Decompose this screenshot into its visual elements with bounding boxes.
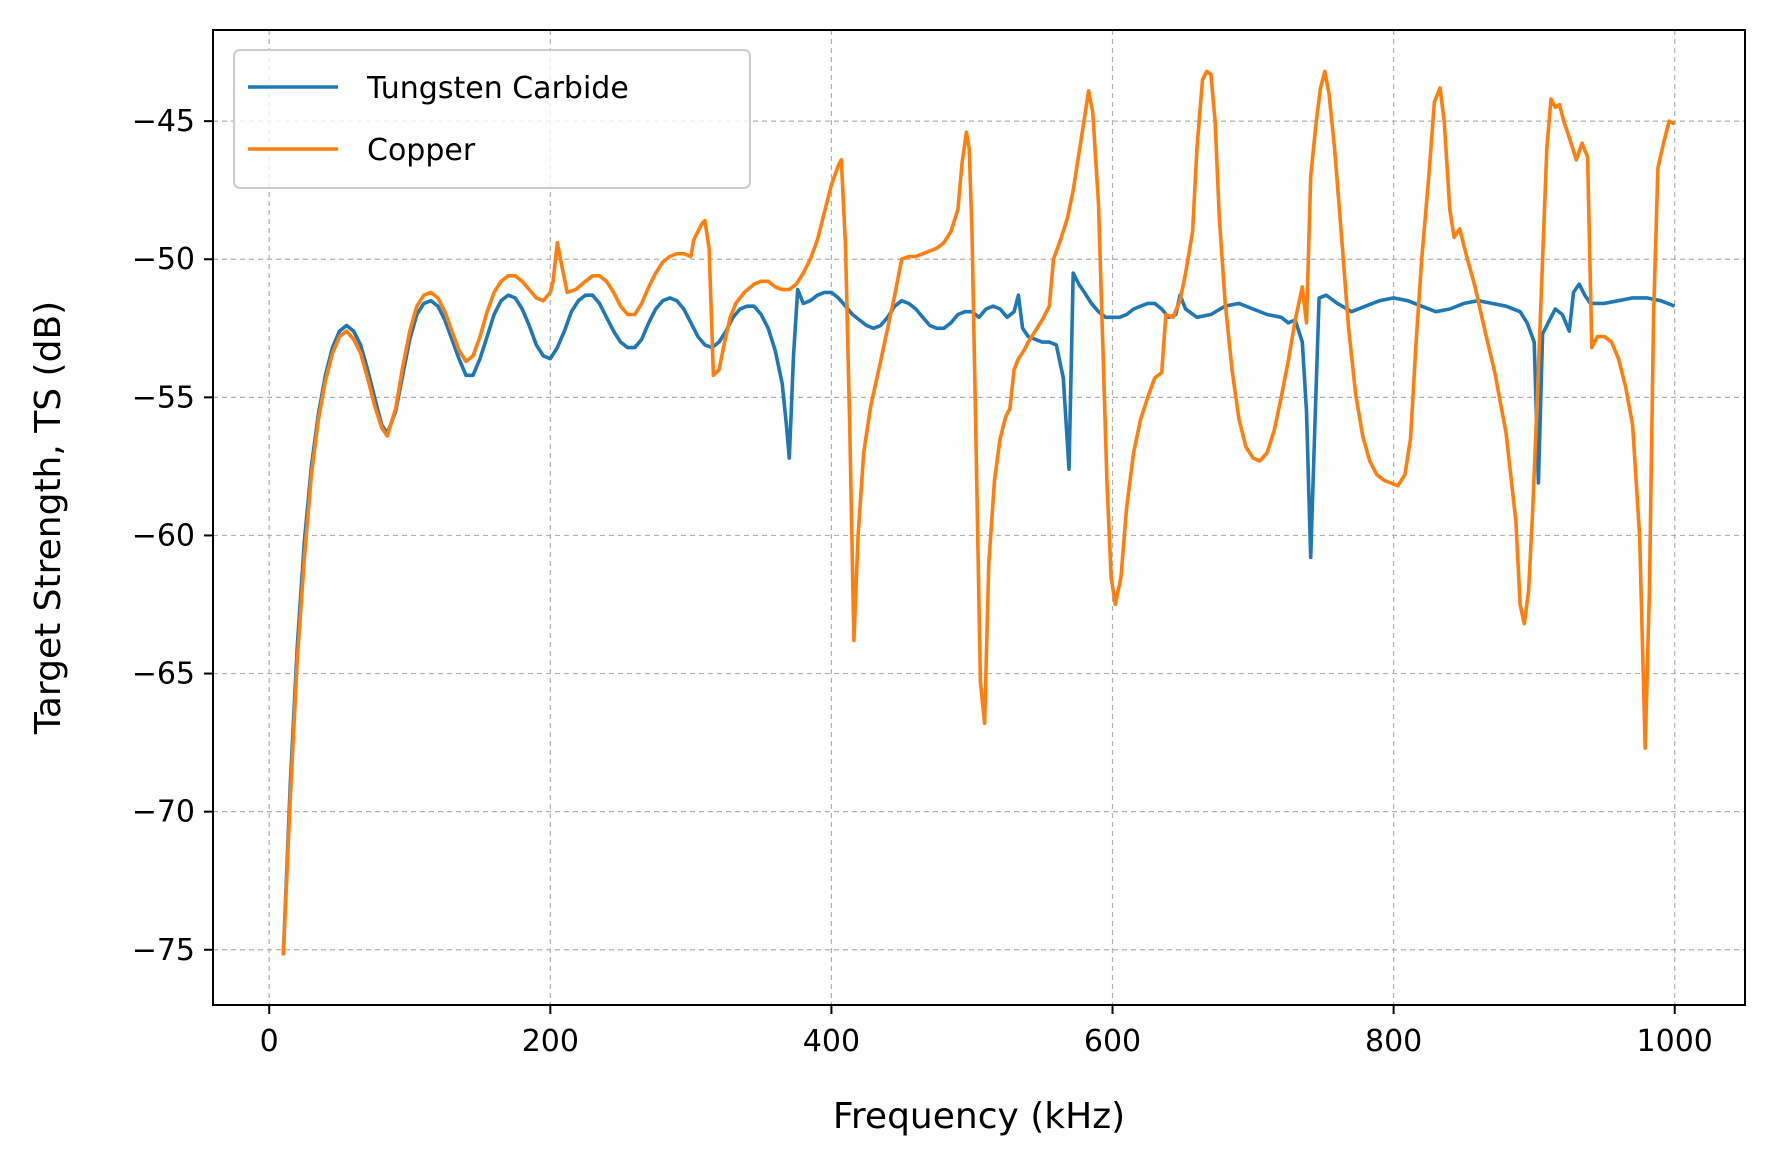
x-tick-label: 0 [260,1024,279,1059]
x-tick-label: 800 [1365,1024,1422,1059]
series-layer [281,69,1676,956]
legend-entry: Copper [367,133,476,168]
y-tick-label: −75 [132,933,195,968]
y-tick-label: −65 [132,657,195,692]
y-tick-label: −55 [132,380,195,415]
legend-box [233,49,751,189]
legend-entry: Tungsten Carbide [366,71,629,106]
y-tick-label: −70 [132,795,195,830]
x-axis-label: Frequency (kHz) [833,1096,1125,1137]
y-axis-ticks: −75 −70 −65 −60 −55 −50 −45 [132,104,213,968]
series-line-tungsten-carbide [281,271,1676,956]
legend: Tungsten Carbide Copper [233,49,751,189]
x-tick-label: 600 [1084,1024,1141,1059]
x-tick-label: 200 [522,1024,579,1059]
plot-frame [212,29,1746,1006]
y-tick-label: −45 [132,104,195,139]
x-tick-label: 1000 [1637,1024,1713,1059]
y-tick-label: −50 [132,242,195,277]
series-line-copper [281,69,1676,956]
y-axis-label: Target Strength, TS (dB) [28,301,69,735]
x-tick-label: 400 [803,1024,860,1059]
y-tick-label: −60 [132,518,195,553]
x-axis-ticks: 0 200 400 600 800 1000 [260,1005,1713,1059]
